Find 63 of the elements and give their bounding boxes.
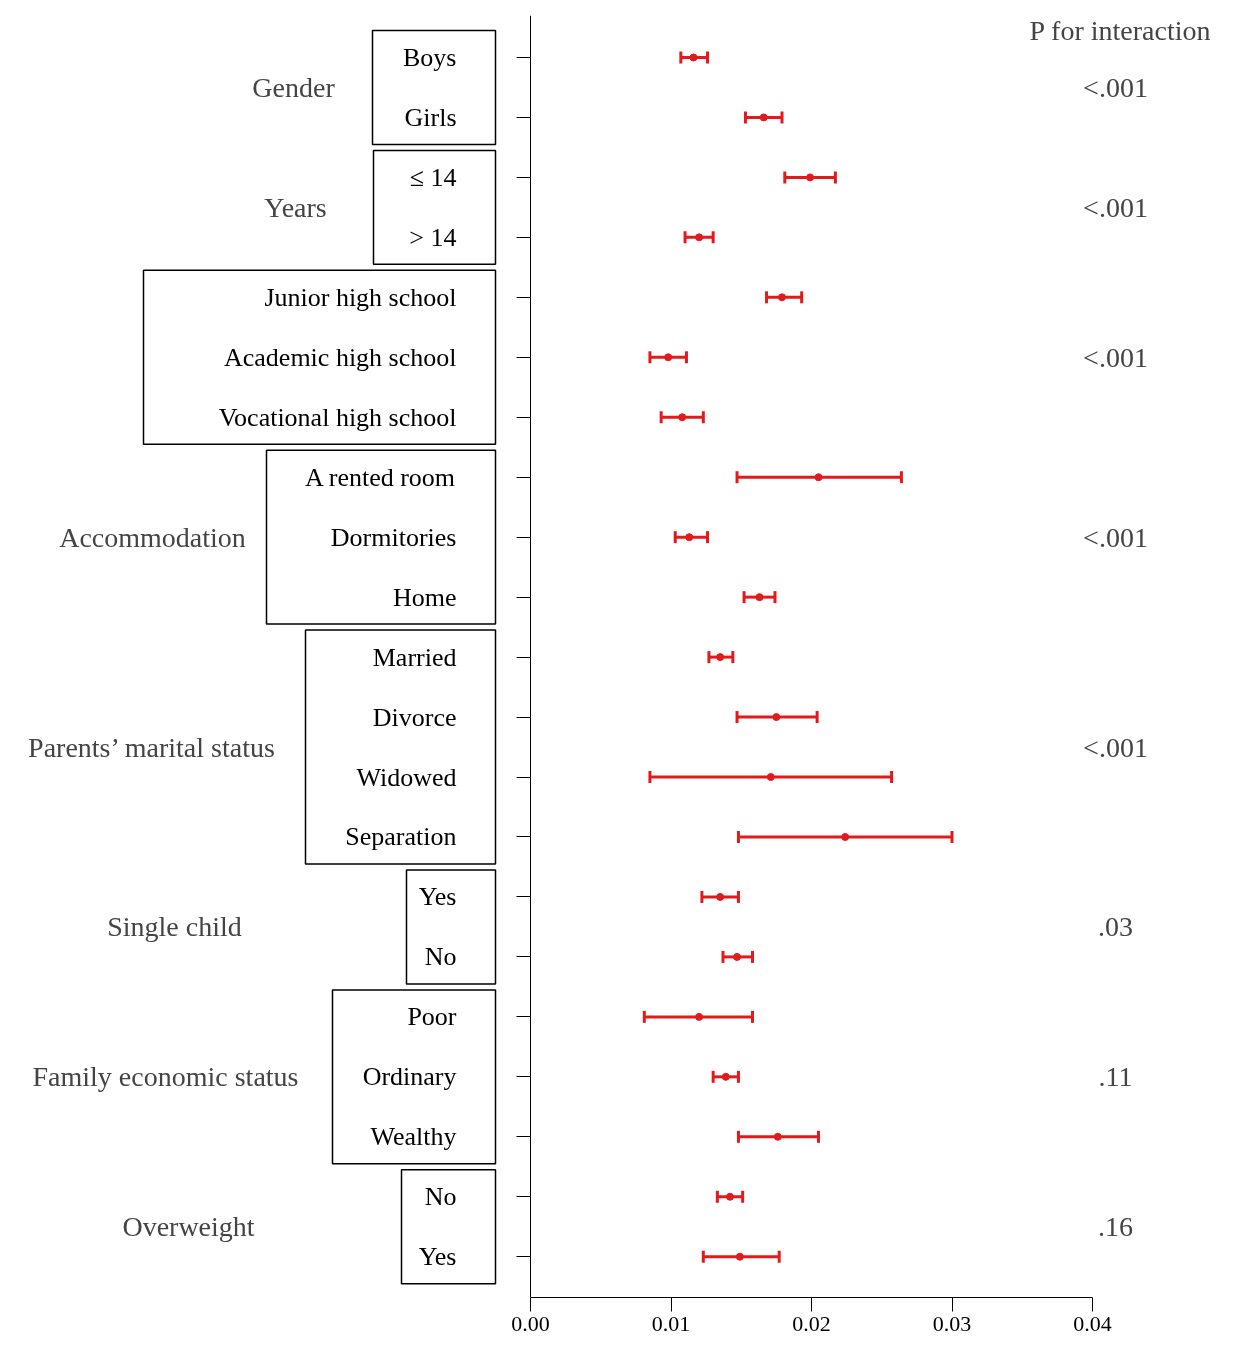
y-tick-label: Dormitories [330,522,457,552]
text: .11 [1098,1060,1133,1092]
point [777,293,786,302]
point [772,713,781,722]
text: Gender [252,71,336,103]
y-tick-label: Junior high school [264,282,457,312]
y-tick-label: Boys [403,42,457,72]
x-tick-label: 0.04 [1073,1310,1112,1336]
text: .16 [1098,1210,1133,1242]
y-tick-label: No [424,942,457,972]
text: Years [264,191,327,223]
point [735,1252,744,1261]
y-tick-label: > 14 [409,222,457,252]
text: Accommodation [59,521,246,553]
point [814,473,823,482]
x-tick-label: 0.02 [792,1310,831,1336]
annotation: <.001 [1083,191,1148,223]
y-tick-label: Vocational high school [218,402,457,432]
y-tick-label: A rented room [304,462,456,492]
point [733,952,742,961]
y-tick-label: Yes [418,1242,457,1272]
point [685,533,694,542]
point [759,113,768,122]
point [678,413,687,422]
y-tick-label: Ordinary [362,1062,457,1092]
x-tick-label: 0.03 [932,1310,972,1336]
point [806,173,815,182]
point [841,832,850,841]
annotation: <.001 [1083,71,1148,103]
text: Parents’ marital status [28,731,275,763]
y-tick-label: Divorce [372,702,457,732]
point [755,593,764,602]
annotation: P for interaction [1029,14,1211,46]
annotation: <.001 [1083,521,1148,553]
point [773,1132,782,1141]
annotation: <.001 [1083,731,1148,763]
y-tick-label: Poor [407,1002,457,1032]
point [716,892,725,901]
y-tick-label: Widowed [356,762,457,792]
y-tick-label: ≤ 14 [409,162,457,192]
point [726,1192,735,1201]
point [689,53,698,62]
y-tick-label: Yes [418,882,457,912]
point [695,233,704,242]
point [716,653,725,662]
y-tick-label: Academic high school [224,342,457,372]
point [695,1012,704,1021]
text: Overweight [122,1211,255,1243]
text: .03 [1098,910,1133,942]
y-tick-label: No [424,1182,457,1212]
point [664,353,673,362]
x-tick-label: 0.01 [651,1310,691,1336]
text: Single child [107,911,242,943]
annotation: <.001 [1083,341,1148,373]
point [721,1072,730,1081]
point [766,773,775,782]
y-tick-label: Girls [404,102,457,132]
x-tick-label: 0.00 [511,1310,550,1336]
y-tick-label: Separation [345,822,457,852]
y-tick-label: Married [372,642,457,672]
text: Family economic status [32,1061,299,1093]
y-tick-label: Home [392,582,457,612]
y-tick-label: Wealthy [370,1122,457,1152]
